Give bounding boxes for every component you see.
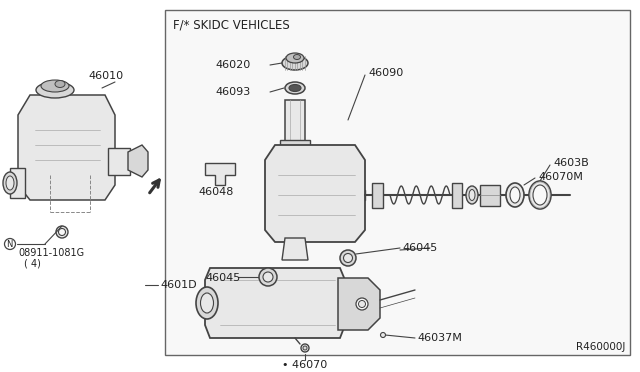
Ellipse shape bbox=[529, 181, 551, 209]
Text: 4603B: 4603B bbox=[553, 158, 589, 168]
Ellipse shape bbox=[6, 176, 14, 190]
Ellipse shape bbox=[263, 272, 273, 282]
Polygon shape bbox=[282, 238, 308, 260]
Ellipse shape bbox=[344, 253, 353, 263]
Ellipse shape bbox=[469, 189, 475, 201]
Polygon shape bbox=[280, 140, 310, 150]
Polygon shape bbox=[128, 145, 148, 177]
Ellipse shape bbox=[466, 186, 478, 204]
Ellipse shape bbox=[285, 82, 305, 94]
Polygon shape bbox=[480, 185, 500, 206]
Text: 46048: 46048 bbox=[198, 187, 234, 197]
Text: 46090: 46090 bbox=[368, 68, 403, 78]
Polygon shape bbox=[10, 168, 25, 198]
Ellipse shape bbox=[259, 268, 277, 286]
Ellipse shape bbox=[301, 344, 309, 352]
Polygon shape bbox=[165, 10, 630, 355]
Polygon shape bbox=[452, 183, 462, 208]
Ellipse shape bbox=[289, 84, 301, 92]
Ellipse shape bbox=[3, 172, 17, 194]
Ellipse shape bbox=[533, 185, 547, 205]
Ellipse shape bbox=[510, 187, 520, 203]
Polygon shape bbox=[18, 95, 115, 200]
Ellipse shape bbox=[36, 82, 74, 98]
Ellipse shape bbox=[356, 298, 368, 310]
Text: R460000J: R460000J bbox=[575, 342, 625, 352]
Ellipse shape bbox=[506, 183, 524, 207]
Text: N: N bbox=[6, 240, 13, 248]
Ellipse shape bbox=[340, 250, 356, 266]
Ellipse shape bbox=[55, 80, 65, 87]
Ellipse shape bbox=[294, 55, 301, 60]
Text: 46070M: 46070M bbox=[538, 172, 583, 182]
Text: 46010: 46010 bbox=[88, 71, 123, 81]
Text: 4601D: 4601D bbox=[160, 280, 196, 290]
Ellipse shape bbox=[41, 80, 69, 92]
Text: 46037M: 46037M bbox=[417, 333, 462, 343]
Ellipse shape bbox=[286, 53, 304, 63]
Ellipse shape bbox=[282, 56, 308, 70]
Text: 46020: 46020 bbox=[215, 60, 250, 70]
Polygon shape bbox=[265, 145, 365, 242]
Text: F/* SKIDC VEHICLES: F/* SKIDC VEHICLES bbox=[173, 19, 290, 32]
Polygon shape bbox=[372, 183, 383, 208]
Text: 46045: 46045 bbox=[205, 273, 240, 283]
Text: 46045: 46045 bbox=[402, 243, 437, 253]
Ellipse shape bbox=[56, 226, 68, 238]
Polygon shape bbox=[285, 100, 305, 145]
Ellipse shape bbox=[303, 346, 307, 350]
Text: 46093: 46093 bbox=[215, 87, 250, 97]
Text: • 46070: • 46070 bbox=[282, 360, 327, 370]
Ellipse shape bbox=[200, 293, 214, 313]
Text: ( 4): ( 4) bbox=[24, 259, 41, 269]
Ellipse shape bbox=[358, 301, 365, 308]
Ellipse shape bbox=[196, 287, 218, 319]
Polygon shape bbox=[205, 268, 345, 338]
Text: 08911-1081G: 08911-1081G bbox=[18, 248, 84, 258]
Polygon shape bbox=[205, 163, 235, 185]
Polygon shape bbox=[338, 278, 380, 330]
Polygon shape bbox=[108, 148, 130, 175]
Ellipse shape bbox=[58, 228, 65, 235]
Ellipse shape bbox=[381, 333, 385, 337]
